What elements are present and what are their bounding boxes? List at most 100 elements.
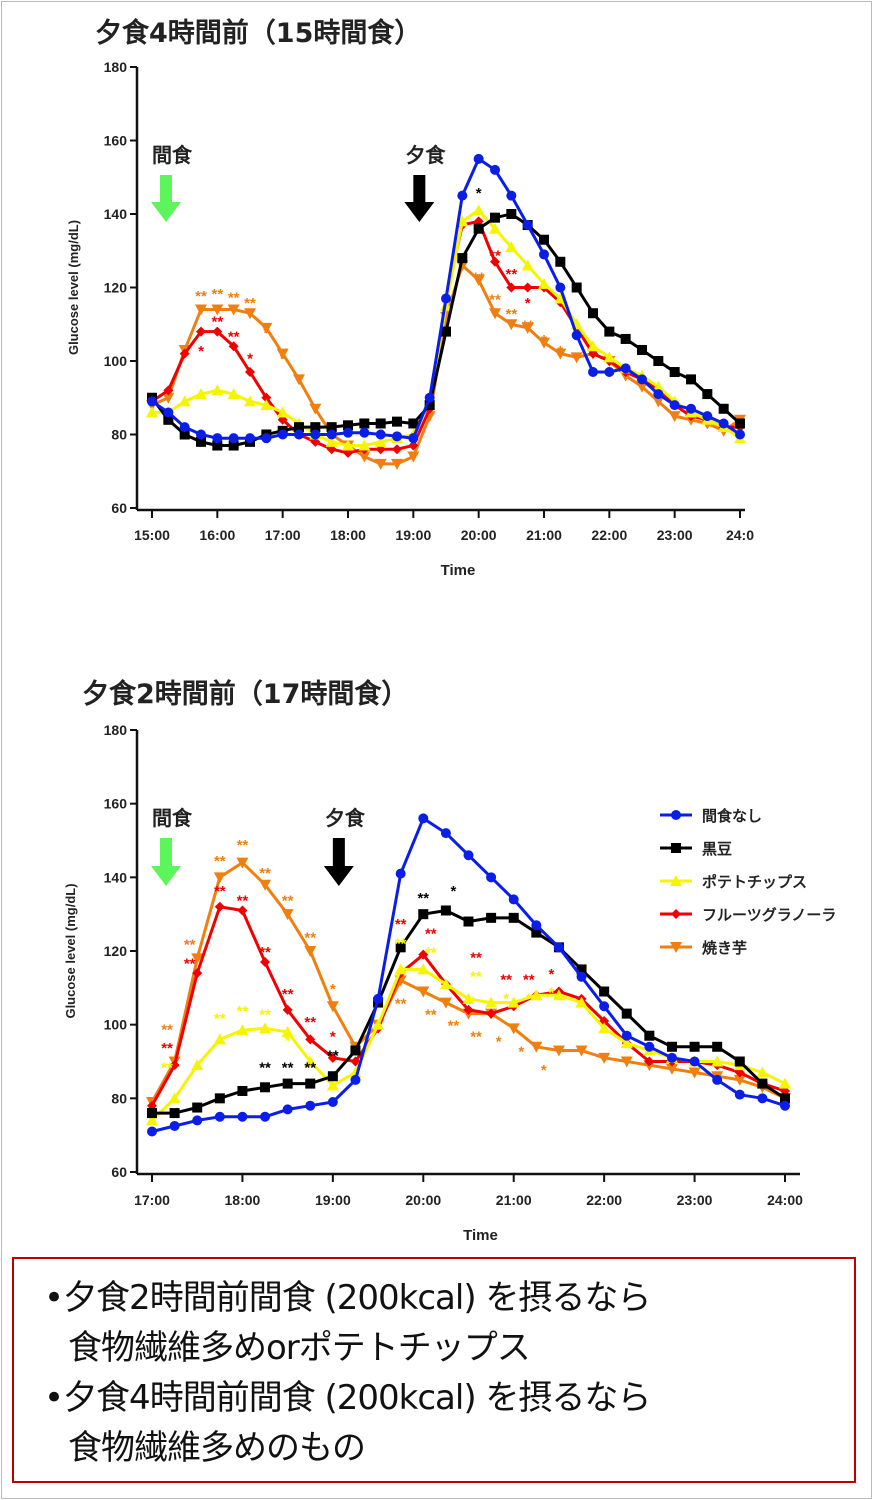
data-point	[604, 367, 614, 377]
data-point	[195, 305, 207, 316]
note-line-2: 食物繊維多めorポテトチップス	[68, 1328, 531, 1368]
data-point	[508, 1023, 520, 1034]
dinner-arrow-icon	[324, 838, 354, 886]
data-point	[359, 428, 369, 438]
data-point	[485, 997, 497, 1008]
significance-mark: **	[259, 944, 271, 961]
data-point	[508, 997, 520, 1008]
data-point	[372, 1019, 384, 1030]
data-point	[214, 872, 226, 883]
data-point	[418, 950, 428, 960]
event-label: 間食	[152, 143, 193, 167]
data-point	[212, 433, 222, 443]
x-tick-label: 16:00	[199, 527, 235, 543]
data-point	[531, 928, 541, 938]
y-tick-label: 180	[104, 59, 128, 75]
data-point	[486, 872, 496, 882]
data-point	[553, 989, 565, 1000]
data-point	[587, 340, 599, 351]
data-point	[214, 1033, 226, 1044]
data-point	[653, 389, 663, 399]
data-point	[162, 393, 174, 404]
significance-mark: **	[237, 837, 249, 854]
data-point	[599, 1001, 609, 1011]
bullet-mark: •	[44, 1378, 64, 1418]
data-point	[304, 1056, 316, 1067]
data-point	[604, 327, 614, 337]
y-axis-label: Glucose level (mg/dL)	[63, 883, 78, 1018]
data-point	[310, 422, 320, 432]
x-tick-label: 20:00	[405, 1192, 441, 1208]
data-point	[192, 968, 202, 978]
data-point	[719, 418, 729, 428]
data-point	[418, 909, 428, 919]
significance-mark: **	[282, 892, 294, 909]
data-point	[464, 850, 474, 860]
data-point	[644, 1042, 654, 1052]
data-point	[588, 367, 598, 377]
data-point	[163, 407, 173, 417]
data-point	[554, 349, 566, 360]
data-point	[196, 430, 206, 440]
significance-mark: **	[522, 317, 534, 334]
data-point	[489, 308, 501, 319]
significance-mark: *	[518, 1043, 524, 1060]
data-point	[392, 431, 402, 441]
significance-mark: **	[505, 306, 517, 323]
significance-mark: **	[489, 292, 501, 309]
significance-mark: **	[259, 865, 271, 882]
data-point	[373, 994, 383, 1004]
data-point	[376, 430, 386, 440]
data-point	[539, 235, 549, 245]
significance-mark: *	[280, 350, 286, 367]
data-point	[599, 987, 609, 997]
series-none	[147, 813, 790, 1136]
significance-mark: **	[211, 314, 223, 331]
data-point	[457, 253, 467, 263]
significance-mark: *	[503, 991, 509, 1008]
data-point	[163, 415, 173, 425]
data-point	[407, 452, 419, 463]
significance-mark: **	[184, 956, 196, 973]
data-point	[572, 283, 582, 293]
significance-mark: *	[476, 185, 482, 202]
data-point	[309, 404, 321, 415]
x-tick-label: 24:00	[767, 1192, 803, 1208]
data-point	[757, 1093, 767, 1103]
x-tick-label: 23:00	[677, 1192, 713, 1208]
data-point	[686, 374, 696, 384]
significance-mark: *	[198, 343, 204, 360]
significance-mark: *	[496, 1034, 502, 1051]
data-point	[735, 1057, 745, 1067]
significance-mark: **	[304, 1060, 316, 1077]
chart-2: 夕食2時間前（17時間食） 60 80 100 120 140 160 180 17:00 18:…	[63, 678, 836, 1244]
y-tick-label: 60	[111, 1164, 127, 1180]
series-none	[147, 154, 745, 443]
data-point	[192, 1103, 202, 1113]
data-point	[328, 1071, 338, 1081]
data-point	[305, 1034, 315, 1044]
data-point	[622, 1031, 632, 1041]
data-point	[229, 441, 239, 451]
data-point	[440, 998, 452, 1009]
y-axis-label: Glucose level (mg/dL)	[66, 220, 81, 355]
data-point	[417, 987, 429, 998]
data-point	[441, 905, 451, 915]
data-point	[735, 430, 745, 440]
x-tick-label: 17:00	[265, 527, 301, 543]
data-point	[779, 1078, 791, 1089]
data-point	[652, 381, 664, 392]
data-point	[191, 1059, 203, 1070]
data-point	[441, 828, 451, 838]
y-tick-label: 160	[104, 796, 128, 812]
data-point	[636, 382, 648, 393]
data-point	[637, 345, 647, 355]
data-point	[343, 428, 353, 438]
data-point	[327, 1001, 339, 1012]
significance-mark: **	[161, 1059, 173, 1076]
significance-mark: **	[470, 1029, 482, 1046]
data-point	[690, 1057, 700, 1067]
note-line-4: 食物繊維多めのもの	[68, 1428, 366, 1468]
data-point	[327, 1079, 339, 1090]
data-point	[342, 440, 354, 451]
